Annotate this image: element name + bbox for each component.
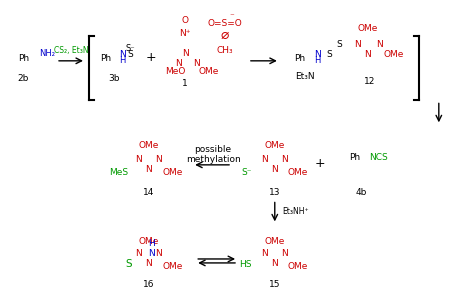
Text: N: N — [175, 59, 182, 68]
Text: 1: 1 — [182, 79, 188, 88]
Text: OMe: OMe — [198, 67, 219, 76]
Text: ⌀: ⌀ — [221, 28, 229, 42]
Text: N: N — [282, 155, 288, 164]
Text: O=S=O: O=S=O — [208, 19, 242, 28]
Text: N: N — [354, 40, 361, 49]
Text: 2b: 2b — [18, 74, 29, 83]
Text: N: N — [182, 49, 189, 58]
Text: N: N — [135, 249, 142, 258]
Text: OMe: OMe — [288, 168, 308, 177]
Text: N: N — [282, 249, 288, 258]
Text: N: N — [155, 249, 162, 258]
Text: N: N — [272, 259, 278, 268]
Text: OMe: OMe — [383, 50, 403, 59]
Text: 15: 15 — [269, 280, 281, 289]
Text: Ph: Ph — [100, 54, 111, 63]
Text: Et₃NH⁺: Et₃NH⁺ — [283, 207, 310, 216]
Text: OMe: OMe — [138, 141, 159, 150]
Text: N⁺: N⁺ — [180, 29, 191, 38]
Text: OMe: OMe — [264, 141, 285, 150]
Text: OMe: OMe — [288, 262, 308, 271]
Text: 12: 12 — [364, 77, 375, 86]
Text: 14: 14 — [143, 187, 154, 197]
Text: +: + — [145, 51, 156, 64]
Text: OMe: OMe — [163, 168, 183, 177]
Text: N: N — [193, 59, 200, 68]
Text: 13: 13 — [269, 187, 281, 197]
Text: S⁻: S⁻ — [126, 44, 136, 53]
Text: N: N — [364, 50, 371, 59]
Text: NH₂: NH₂ — [39, 49, 55, 58]
Text: ⁻: ⁻ — [230, 12, 235, 21]
Text: OMe: OMe — [264, 237, 285, 246]
Text: HS: HS — [239, 260, 252, 269]
Text: N: N — [119, 50, 126, 59]
Text: S: S — [128, 50, 134, 59]
Text: Ph: Ph — [18, 54, 29, 63]
Text: 16: 16 — [143, 280, 154, 289]
Text: MeO: MeO — [165, 67, 186, 76]
Text: N: N — [262, 249, 268, 258]
Text: H: H — [119, 56, 126, 65]
Text: N: N — [272, 165, 278, 174]
Text: methylation: methylation — [186, 155, 240, 164]
Text: NCS: NCS — [369, 153, 388, 162]
Text: OMe: OMe — [138, 237, 159, 246]
Text: N: N — [145, 165, 152, 174]
Text: Et₃N: Et₃N — [295, 72, 314, 81]
Text: S: S — [327, 50, 332, 59]
Text: S⁻: S⁻ — [241, 168, 252, 177]
Text: OMe: OMe — [357, 24, 377, 33]
Text: N: N — [262, 155, 268, 164]
Text: N: N — [145, 259, 152, 268]
Text: possible: possible — [195, 145, 232, 154]
Text: Ph: Ph — [349, 153, 360, 162]
Text: H: H — [314, 56, 321, 65]
Text: N: N — [314, 50, 321, 59]
Text: CH₃: CH₃ — [217, 46, 233, 55]
Text: 3b: 3b — [108, 74, 119, 83]
Text: CS₂, Et₃N: CS₂, Et₃N — [54, 46, 88, 55]
Text: N: N — [155, 155, 162, 164]
Text: Ph: Ph — [294, 54, 305, 63]
Text: N: N — [376, 40, 383, 49]
Text: +: + — [314, 157, 325, 170]
Text: O: O — [182, 16, 189, 25]
Text: N: N — [135, 155, 142, 164]
Text: H
N: H N — [148, 239, 155, 258]
Text: MeS: MeS — [109, 168, 128, 177]
Text: S: S — [125, 259, 132, 269]
Text: 4b: 4b — [356, 187, 367, 197]
Text: S: S — [337, 40, 342, 49]
Text: OMe: OMe — [163, 262, 183, 271]
